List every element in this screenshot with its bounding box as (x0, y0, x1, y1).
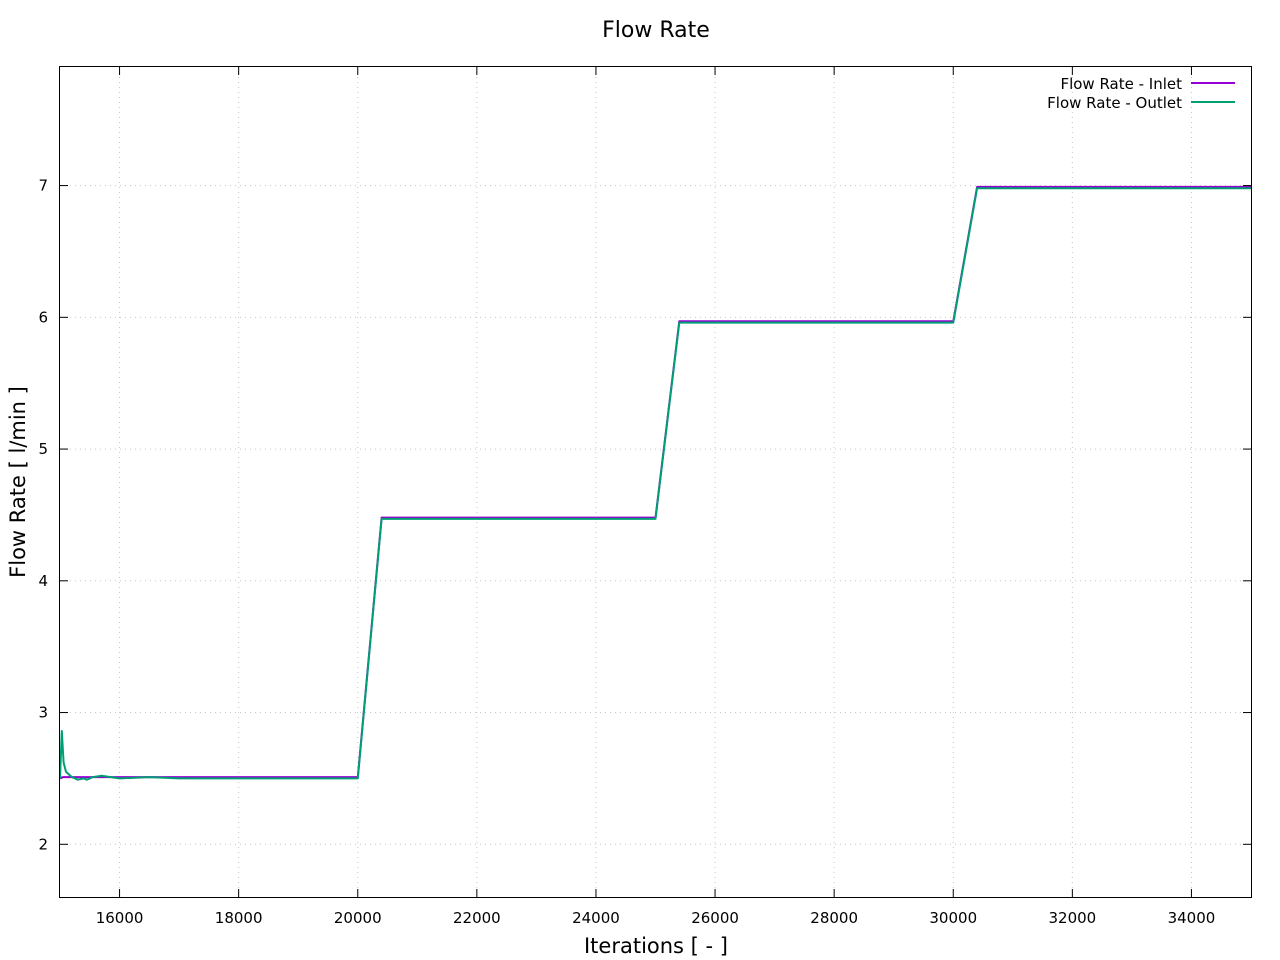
x-tick-label: 24000 (572, 909, 620, 927)
y-tick-label: 4 (38, 572, 48, 590)
axis-ticks: 16000 18000 20000 22000 24000 26000 28000 30000… (38, 67, 1251, 927)
grid-lines (60, 67, 1251, 897)
x-tick-label: 16000 (96, 909, 144, 927)
x-tick-label: 20000 (334, 909, 382, 927)
legend: Flow Rate - Inlet Flow Rate - Outlet (1047, 75, 1235, 112)
y-tick-label: 2 (38, 835, 48, 853)
x-tick-label: 32000 (1048, 909, 1096, 927)
y-tick-label: 3 (38, 704, 48, 722)
y-tick-label: 6 (38, 308, 48, 326)
legend-label-inlet: Flow Rate - Inlet (1060, 75, 1182, 93)
x-axis-label: Iterations [ - ] (584, 934, 728, 958)
x-tick-label: 22000 (453, 909, 501, 927)
x-tick-label: 28000 (810, 909, 858, 927)
plot-frame (59, 66, 1252, 898)
y-axis-label: Flow Rate [ l/min ] (6, 386, 30, 578)
chart-title: Flow Rate (602, 18, 710, 43)
y-tick-label: 5 (38, 440, 48, 458)
x-tick-label: 34000 (1168, 909, 1216, 927)
legend-label-outlet: Flow Rate - Outlet (1047, 94, 1182, 112)
plot-series (59, 185, 1251, 781)
y-tick-label: 7 (38, 177, 48, 195)
x-tick-label: 18000 (215, 909, 263, 927)
x-tick-label: 30000 (929, 909, 977, 927)
x-tick-label: 26000 (691, 909, 739, 927)
series-line-outlet (59, 187, 1251, 781)
